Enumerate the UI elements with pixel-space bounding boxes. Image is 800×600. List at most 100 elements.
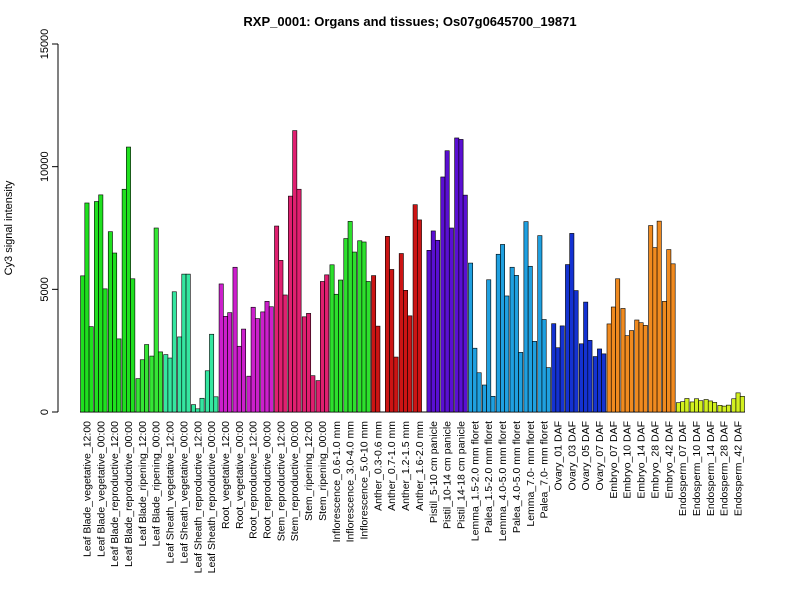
- y-tick-label: 10000: [39, 151, 51, 182]
- y-axis: 0 5000 10000 15000: [39, 29, 59, 415]
- bar: [726, 404, 731, 413]
- x-tick-label: Leaf Sheath_vegetative_12:00: [165, 421, 177, 564]
- bar: [416, 219, 422, 413]
- bar: [444, 150, 450, 413]
- bar: [500, 244, 505, 413]
- bar: [292, 130, 298, 413]
- bar: [204, 370, 210, 413]
- bar: [509, 266, 515, 413]
- bar: [209, 333, 215, 413]
- x-tick-label: Ovary_05 DAF: [580, 421, 592, 490]
- chart-title: RXP_0001: Organs and tissues; Os07g06457…: [243, 14, 576, 29]
- bar: [139, 359, 145, 413]
- bar: [523, 221, 529, 413]
- bar: [666, 249, 672, 413]
- x-tick-label: Embryo_28 DAF: [649, 421, 661, 499]
- bar: [385, 236, 390, 413]
- bar: [537, 235, 543, 413]
- bar: [476, 372, 482, 413]
- bar: [597, 348, 602, 413]
- bar: [426, 250, 432, 413]
- bar: [135, 378, 141, 413]
- bar: [703, 399, 709, 413]
- bar: [472, 347, 478, 413]
- bar: [559, 325, 565, 413]
- bar: [601, 353, 607, 413]
- bar: [107, 231, 113, 413]
- x-tick-label: Anther_0.3-0.6 mm: [372, 421, 384, 511]
- x-tick-label: Leaf Blade_ripening_12:00: [137, 421, 149, 547]
- bar: [689, 401, 695, 413]
- bar: [315, 380, 321, 413]
- x-tick-label: Inflorescence_5.0-10 mm: [359, 421, 371, 540]
- bar: [375, 325, 381, 413]
- bar: [144, 344, 150, 413]
- bar: [698, 400, 704, 413]
- x-tick-label: Stem_reproductive_12:00: [275, 421, 287, 541]
- bar: [606, 323, 612, 413]
- bar: [260, 311, 266, 413]
- bar: [250, 306, 256, 413]
- bar: [163, 354, 169, 413]
- bar: [185, 273, 191, 413]
- bar: [712, 402, 718, 413]
- bar: [458, 139, 464, 413]
- bar: [102, 288, 108, 413]
- x-tick-label: Ovary_01 DAF: [552, 421, 564, 490]
- x-tick-label: Ovary_03 DAF: [566, 421, 578, 490]
- y-axis-label: Cy3 signal intensity: [3, 180, 15, 275]
- bar: [329, 264, 335, 413]
- bar: [486, 279, 492, 413]
- bar: [412, 204, 418, 413]
- x-tick-label: Endosperm_28 DAF: [719, 421, 731, 516]
- bar: [126, 146, 131, 413]
- bar: [80, 275, 86, 413]
- bar: [94, 201, 99, 413]
- x-axis-labels: Leaf Blade_vegetative_12:00 Leaf Blade_ve…: [81, 421, 744, 574]
- bar: [555, 347, 561, 413]
- bar: [448, 227, 454, 413]
- x-tick-label: Pistil_10-14 cm panicle: [442, 421, 454, 529]
- bar: [130, 278, 136, 413]
- bar: [648, 225, 654, 413]
- bar: [389, 269, 395, 413]
- x-tick-label: Palea_7.0- mm floret: [539, 421, 551, 519]
- bar: [495, 253, 501, 413]
- bar: [620, 308, 626, 413]
- bar: [371, 275, 377, 413]
- bar: [565, 264, 570, 413]
- x-tick-label: Stem_ripening_00:00: [317, 421, 329, 521]
- bar: [592, 356, 598, 413]
- x-tick-label: Endosperm_14 DAF: [705, 421, 717, 516]
- bar: [98, 194, 104, 413]
- bar: [213, 396, 219, 413]
- bar: [112, 252, 118, 413]
- bar: [158, 351, 163, 413]
- x-tick-label: Leaf Blade_vegetative_12:00: [81, 421, 93, 557]
- bar: [116, 338, 122, 413]
- x-tick-label: Endosperm_07 DAF: [677, 421, 689, 516]
- bar: [338, 279, 343, 413]
- bar: [351, 251, 357, 413]
- bar: [624, 335, 630, 413]
- bar: [490, 395, 496, 413]
- x-tick-label: Palea_1.5-2.0 mm floret: [483, 421, 495, 533]
- bar: [232, 266, 238, 413]
- bar: [573, 290, 579, 413]
- bar: [347, 221, 353, 413]
- x-tick-label: Leaf Sheath_reproductive_12:00: [192, 421, 204, 574]
- bar: [717, 405, 723, 413]
- bar: [462, 194, 468, 413]
- x-tick-label: Lemma_7.0- mm floret: [525, 421, 537, 527]
- bar: [365, 281, 371, 413]
- bar: [504, 295, 510, 413]
- bar: [199, 397, 205, 413]
- bar: [282, 294, 288, 413]
- x-tick-label: Stem_ripening_12:00: [303, 421, 315, 521]
- bar: [306, 313, 312, 413]
- bar: [255, 318, 260, 413]
- x-tick-label: Leaf Sheath_vegetative_00:00: [178, 421, 190, 564]
- bar: [88, 326, 94, 413]
- x-tick-label: Embryo_42 DAF: [663, 421, 675, 499]
- bar: [223, 316, 228, 413]
